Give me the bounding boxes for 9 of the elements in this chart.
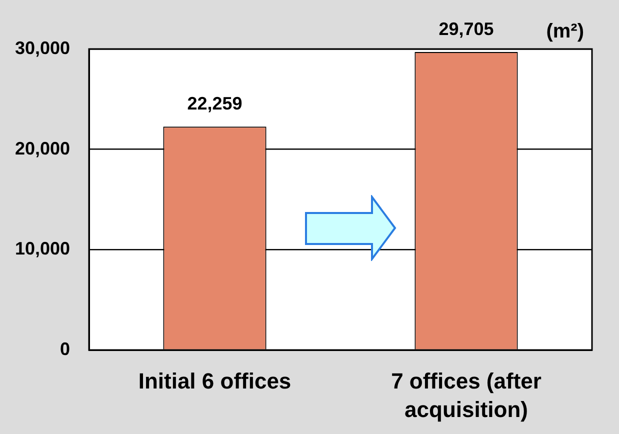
x-tick-label: 7 offices (after acquisition) [391,368,542,422]
y-tick-label: 10,000 [14,238,70,259]
data-label: 29,705 [438,18,494,39]
y-tick-label: 30,000 [14,38,70,58]
data-label: 22,259 [187,94,242,114]
y-tick-label: 0 [60,338,70,359]
text: (m²) [546,20,584,43]
y-tick-label: 20,000 [14,138,70,158]
x-tick-label: Initial 6 offices [138,368,292,394]
